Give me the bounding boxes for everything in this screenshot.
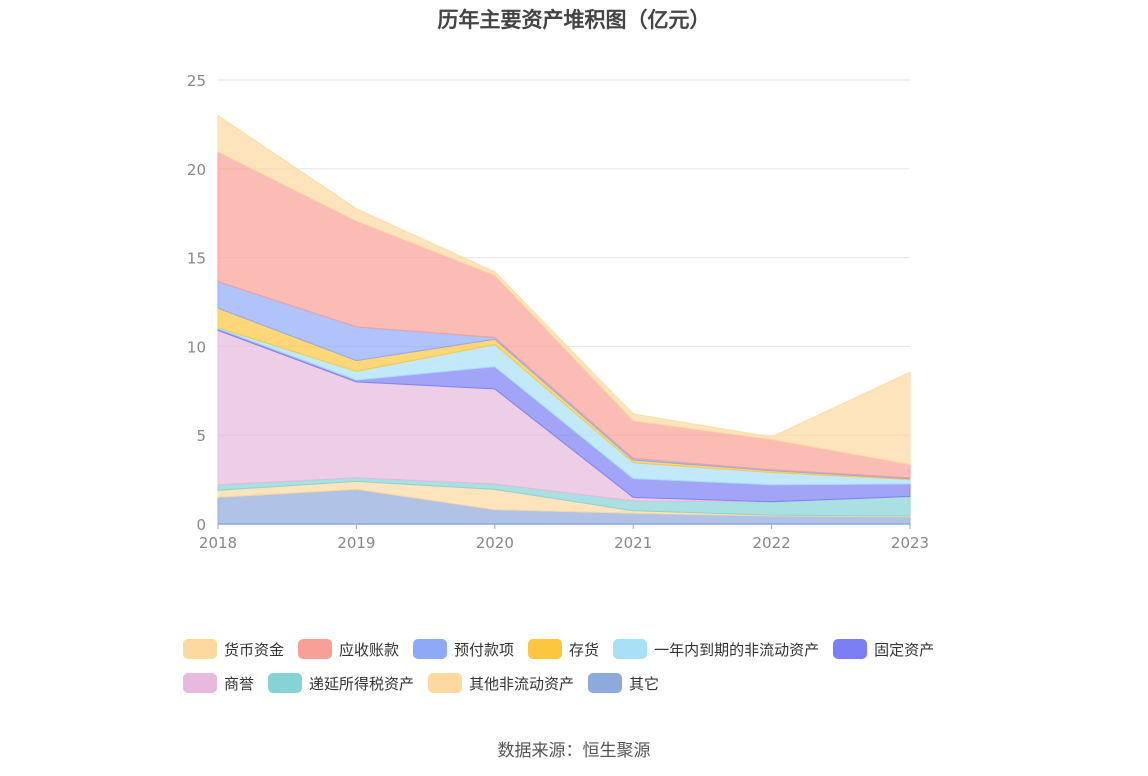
legend-label: 其它 xyxy=(629,674,660,693)
source-note: 数据来源：恒生聚源 xyxy=(497,741,651,761)
legend-label: 一年内到期的非流动资产 xyxy=(654,640,820,659)
legend-item[interactable]: 货币资金 xyxy=(183,638,284,660)
legend-item[interactable]: 递延所得税资产 xyxy=(268,672,414,694)
legend-item[interactable]: 存货 xyxy=(528,638,599,660)
y-tick-label: 20 xyxy=(187,161,206,179)
legend-swatch xyxy=(588,673,623,693)
legend-swatch xyxy=(428,673,463,693)
legend-swatch xyxy=(298,639,333,659)
legend-swatch xyxy=(268,673,303,693)
legend-label: 递延所得税资产 xyxy=(309,674,415,693)
legend-label: 商誉 xyxy=(224,674,255,693)
x-tick-label: 2019 xyxy=(337,534,375,552)
legend-swatch xyxy=(833,639,868,659)
legend-swatch xyxy=(413,639,448,659)
legend-item[interactable]: 固定资产 xyxy=(833,638,934,660)
y-tick-label: 10 xyxy=(187,338,206,356)
legend-item[interactable]: 其它 xyxy=(588,672,659,694)
legend-label: 货币资金 xyxy=(224,640,285,659)
legend-item[interactable]: 其他非流动资产 xyxy=(428,672,574,694)
legend-item[interactable]: 预付款项 xyxy=(413,638,514,660)
legend-item[interactable]: 一年内到期的非流动资产 xyxy=(613,638,819,660)
legend-swatch xyxy=(613,639,648,659)
x-tick-label: 2023 xyxy=(891,534,929,552)
legend-label: 预付款项 xyxy=(454,640,515,659)
y-tick-label: 0 xyxy=(196,516,206,534)
y-tick-label: 15 xyxy=(187,250,206,268)
legend-item[interactable]: 商誉 xyxy=(183,672,254,694)
chart-title: 历年主要资产堆积图（亿元） xyxy=(437,8,711,32)
legend-swatch xyxy=(183,673,217,693)
legend-swatch xyxy=(183,639,217,659)
x-tick-label: 2022 xyxy=(753,534,791,552)
y-tick-label: 5 xyxy=(196,427,206,445)
axes: 0 5 10 15 20 25 2018 2019 2020 2021 2022 2023 xyxy=(187,72,929,552)
legend-label: 其他非流动资产 xyxy=(469,674,575,693)
legend-item[interactable]: 应收账款 xyxy=(298,638,399,660)
stacked-area-chart: 0 5 10 15 20 25 2018 2019 2020 2021 2022 2023 xyxy=(187,72,929,552)
legend-swatch xyxy=(528,639,563,659)
legend-label: 应收账款 xyxy=(339,640,400,659)
x-tick-label: 2018 xyxy=(199,534,237,552)
area-series-9[interactable] xyxy=(217,114,911,466)
area-series xyxy=(217,114,911,525)
x-tick-label: 2020 xyxy=(476,534,514,552)
legend: 货币资金 应收账款 预付款项 存货 一年内到期的非流动资产 固定资产商誉 递延所得税资产 其他… xyxy=(183,638,983,706)
legend-label: 固定资产 xyxy=(874,640,935,659)
legend-label: 存货 xyxy=(569,640,600,659)
y-tick-label: 25 xyxy=(187,72,206,90)
x-tick-label: 2021 xyxy=(614,534,652,552)
